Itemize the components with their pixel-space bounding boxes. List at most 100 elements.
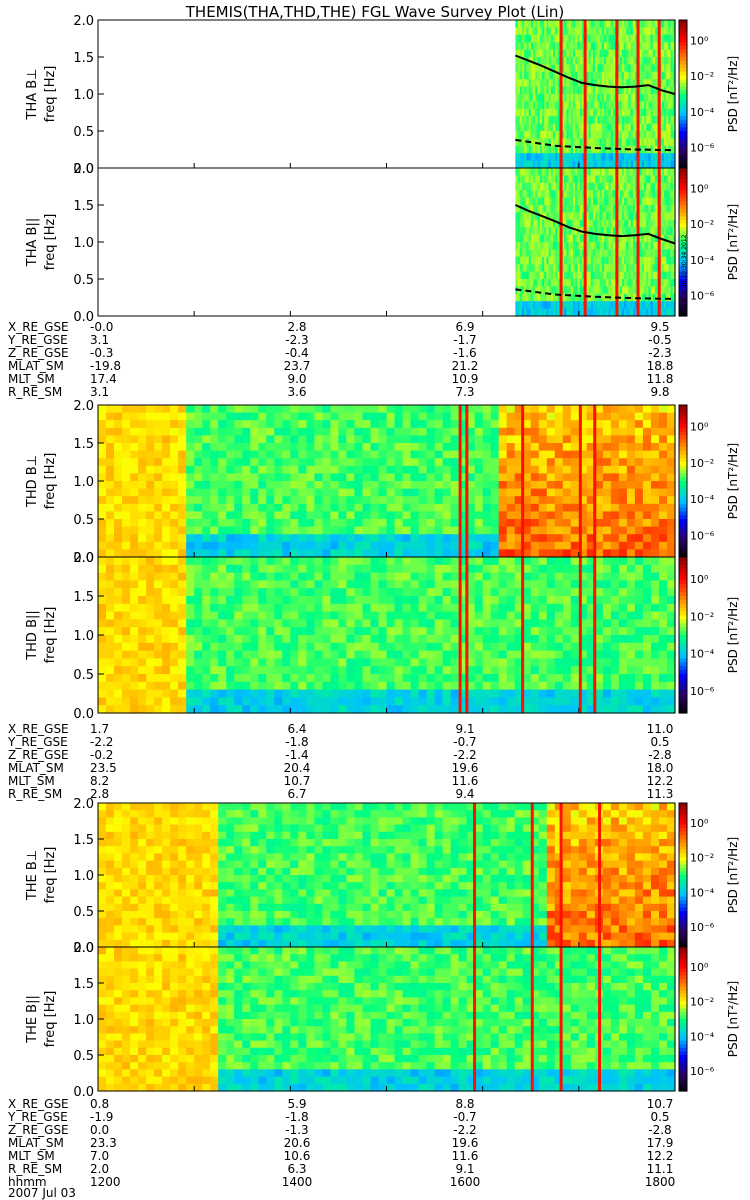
heatmap-cell [617, 79, 621, 88]
heatmap-cell [218, 420, 227, 429]
heatmap-cell [579, 219, 583, 228]
heatmap-cell [194, 496, 203, 505]
heatmap-cell [606, 86, 610, 95]
heatmap-cell [154, 526, 163, 535]
heatmap-cell [298, 405, 307, 414]
heatmap-cell [570, 511, 580, 520]
heatmap-cell [621, 293, 625, 302]
heatmap-cell [621, 301, 625, 310]
colorbar-label: PSD [nT²/Hz] [726, 443, 740, 519]
heatmap-cell [566, 145, 570, 154]
heatmap-cell [290, 503, 299, 512]
heatmap-cell [533, 190, 536, 199]
heatmap-cell [242, 658, 251, 667]
wave-band [636, 20, 640, 168]
heatmap-cell [122, 619, 131, 628]
heatmap-cell [138, 435, 147, 444]
heatmap-cell [608, 249, 612, 258]
heatmap-cell [619, 293, 623, 302]
heatmap-cell [282, 473, 291, 482]
colorbar-segment [679, 57, 687, 62]
heatmap-cell [210, 481, 219, 490]
colorbar-segment [679, 488, 687, 493]
heatmap-cell [602, 450, 612, 459]
heatmap-cell [194, 674, 203, 683]
heatmap-cell [186, 611, 195, 620]
heatmap-cell [530, 541, 540, 550]
heatmap-cell [634, 450, 644, 459]
heatmap-cell [557, 242, 561, 250]
heatmap-cell [595, 175, 598, 184]
heatmap-cell [604, 86, 607, 95]
heatmap-cell [542, 34, 545, 43]
heatmap-cell [98, 658, 107, 667]
heatmap-cell [628, 27, 632, 36]
heatmap-cell [597, 34, 601, 43]
heatmap-cell [522, 264, 525, 273]
heatmap-cell [370, 534, 380, 543]
heatmap-cell [642, 473, 652, 482]
heatmap-cell [526, 20, 530, 28]
heatmap-cell [258, 619, 267, 628]
heatmap-cell [226, 435, 235, 444]
heatmap-cell [98, 689, 107, 698]
heatmap-cell [250, 526, 259, 535]
heatmap-cell [482, 412, 492, 421]
heatmap-cell [354, 427, 363, 436]
heatmap-cell [626, 488, 636, 497]
heatmap-cell [517, 123, 521, 132]
heatmap-cell [370, 420, 380, 429]
heatmap-cell [661, 145, 665, 154]
heatmap-cell [564, 168, 567, 176]
heatmap-cell [122, 511, 131, 520]
heatmap-cell [581, 116, 585, 125]
heatmap-cell [354, 465, 363, 474]
heatmap-cell [202, 627, 211, 636]
heatmap-cell [601, 286, 605, 295]
heatmap-cell [588, 34, 592, 43]
heatmap-cell [250, 588, 259, 597]
heatmap-cell [546, 57, 550, 65]
heatmap-cell [554, 427, 564, 436]
heatmap-cell [542, 71, 545, 80]
heatmap-cell [194, 580, 203, 589]
heatmap-cell [553, 160, 556, 169]
heatmap-cell [595, 71, 598, 80]
heatmap-cell [542, 256, 545, 265]
heatmap-cell [146, 534, 155, 543]
heatmap-cell [550, 131, 554, 139]
heatmap-cell [122, 503, 131, 512]
heatmap-cell [258, 564, 267, 574]
heatmap-cell [106, 681, 115, 691]
heatmap-cell [606, 256, 610, 265]
heatmap-cell [630, 116, 634, 125]
heatmap-cell [322, 450, 331, 459]
heatmap-cell [546, 205, 550, 213]
heatmap-cell [573, 116, 576, 125]
heatmap-cell [526, 271, 530, 280]
heatmap-cell [515, 153, 519, 162]
heatmap-cell [635, 131, 638, 139]
heatmap-cell [564, 197, 567, 206]
heatmap-cell [194, 458, 203, 467]
heatmap-cell [586, 116, 590, 125]
heatmap-cell [588, 205, 592, 213]
heatmap-cell [621, 182, 625, 191]
heatmap-cell [561, 234, 565, 243]
heatmap-cell [628, 101, 632, 110]
heatmap-cell [634, 427, 644, 436]
heatmap-cell [524, 234, 527, 243]
heatmap-cell [226, 534, 235, 543]
heatmap-cell [655, 153, 658, 162]
heatmap-cell [659, 488, 668, 497]
heatmap-cell [546, 519, 556, 528]
heatmap-cell [535, 123, 539, 132]
heatmap-cell [564, 279, 567, 287]
heatmap-cell [194, 443, 203, 452]
heatmap-cell [641, 94, 645, 102]
heatmap-cell [314, 465, 323, 474]
heatmap-cell [590, 79, 594, 88]
heatmap-cell [162, 697, 171, 706]
heatmap-cell [362, 443, 372, 452]
heatmap-cell [517, 86, 521, 95]
